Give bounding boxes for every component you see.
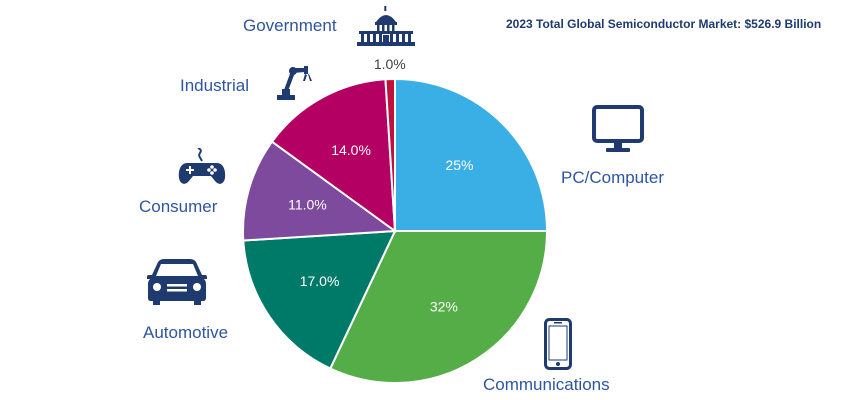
pct-label-pc-computer: 25% <box>445 157 473 173</box>
capitol-building-icon <box>357 6 415 46</box>
category-label-consumer: Consumer <box>139 197 218 216</box>
pie-slice-government <box>384 77 396 232</box>
pie-slice-industrial <box>270 78 397 234</box>
pct-label-government: 1.0% <box>374 56 406 72</box>
chart-title: 2023 Total Global Semiconductor Market: … <box>506 17 822 31</box>
computer-monitor-icon <box>592 105 644 152</box>
pct-label-consumer: 11.0% <box>288 196 327 212</box>
pct-label-industrial: 14.0% <box>331 142 371 158</box>
pie-slice-pc-computer <box>394 77 549 232</box>
smartphone-icon <box>544 318 572 370</box>
category-label-government: Government <box>243 16 337 35</box>
category-label-pc-computer: PC/Computer <box>561 168 664 187</box>
game-controller-icon <box>178 148 226 184</box>
pie-slice-consumer <box>242 140 398 242</box>
category-label-industrial: Industrial <box>180 76 249 95</box>
car-icon <box>147 259 207 305</box>
robot-arm-icon <box>277 66 312 100</box>
category-label-communications: Communications <box>483 375 610 394</box>
pie-slice-automotive <box>242 229 397 370</box>
pct-label-communications: 32% <box>430 299 458 315</box>
category-label-automotive: Automotive <box>143 323 229 342</box>
pie-slice-communications <box>328 230 549 384</box>
pct-label-automotive: 17.0% <box>300 273 340 289</box>
